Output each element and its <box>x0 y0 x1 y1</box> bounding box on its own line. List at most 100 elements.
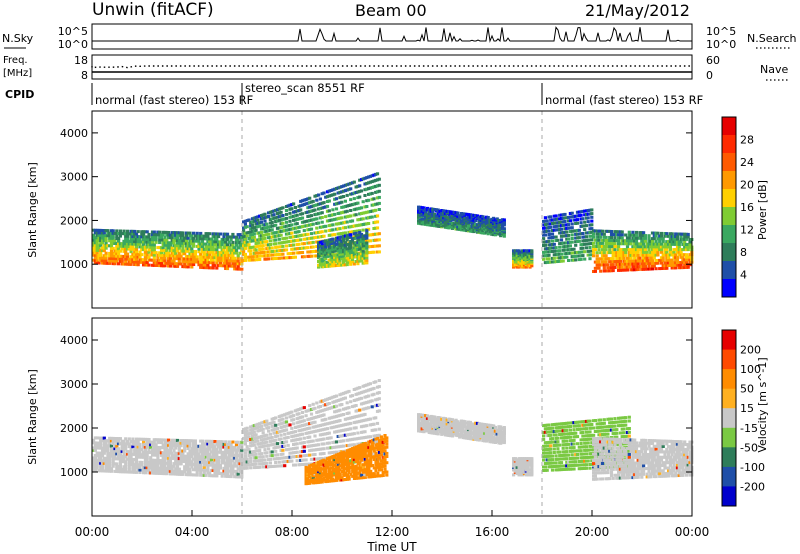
heatmap-cell <box>661 237 665 241</box>
heatmap-cell <box>259 254 264 258</box>
heatmap-cell <box>181 265 185 269</box>
heatmap-cell <box>231 464 235 468</box>
heatmap-cell <box>338 250 342 254</box>
heatmap-cell <box>192 231 196 235</box>
heatmap-cell <box>177 252 181 255</box>
heatmap-cell <box>374 214 378 218</box>
heatmap-cell <box>358 240 362 244</box>
heatmap-cell <box>143 450 147 454</box>
heatmap-cell <box>134 260 139 264</box>
heatmap-cell <box>125 255 130 259</box>
heatmap-cell <box>261 444 265 448</box>
heatmap-cell <box>608 248 612 252</box>
heatmap-cell <box>579 246 583 250</box>
heatmap-cell <box>561 220 565 224</box>
heatmap-cell <box>95 459 99 463</box>
heatmap-cell <box>142 437 146 441</box>
heatmap-cell <box>124 252 128 256</box>
heatmap-cell <box>600 254 605 258</box>
heatmap-cell <box>238 443 242 447</box>
heatmap-cell <box>258 449 262 452</box>
heatmap-cell <box>343 215 347 219</box>
heatmap-cell <box>674 235 678 238</box>
heatmap-cell <box>138 240 142 244</box>
heatmap-cell <box>299 433 303 437</box>
heatmap-cell <box>252 251 256 255</box>
heatmap-cell <box>149 245 153 249</box>
heatmap-cell <box>683 237 687 241</box>
heatmap-cell <box>170 472 174 476</box>
heatmap-cell <box>615 260 619 263</box>
heatmap-cell <box>295 226 299 230</box>
heatmap-cell <box>120 439 124 443</box>
heatmap-cell <box>186 439 190 443</box>
heatmap-cell <box>267 465 271 469</box>
heatmap-cell <box>265 254 269 258</box>
heatmap-cell <box>245 445 249 449</box>
heatmap-cell <box>681 255 685 259</box>
heatmap-cell <box>118 460 122 463</box>
heatmap-cell <box>136 242 140 246</box>
heatmap-cell <box>684 245 689 249</box>
heatmap-cell <box>558 220 562 224</box>
heatmap-cell <box>340 244 344 248</box>
heatmap-cell <box>281 244 285 248</box>
heatmap-cell <box>168 472 172 476</box>
heatmap-cell <box>545 219 549 223</box>
heatmap-cell <box>642 259 646 263</box>
heatmap-cell <box>172 262 176 266</box>
heatmap-cell <box>556 260 560 263</box>
heatmap-cell <box>263 434 267 438</box>
heatmap-cell <box>624 251 628 254</box>
heatmap-cell <box>288 423 292 427</box>
heatmap-cell <box>208 458 212 462</box>
heatmap-cell <box>340 252 344 256</box>
heatmap-cell <box>170 241 174 245</box>
heatmap-cell <box>458 224 462 228</box>
heatmap-cell <box>118 229 122 233</box>
heatmap-cell <box>499 219 503 223</box>
heatmap-cell <box>134 440 139 444</box>
heatmap-cell <box>258 452 262 456</box>
heatmap-cell <box>302 224 306 228</box>
heatmap-cell <box>106 469 110 473</box>
heatmap-cell <box>299 424 303 428</box>
heatmap-cell <box>195 468 199 472</box>
heatmap-cell <box>602 266 606 270</box>
heatmap-cell <box>113 254 117 258</box>
heatmap-cell <box>300 415 305 419</box>
heatmap-cell <box>95 464 99 468</box>
heatmap-cell <box>363 194 367 197</box>
heatmap-cell <box>572 218 576 222</box>
heatmap-cell <box>447 216 451 220</box>
heatmap-cell <box>129 440 133 443</box>
heatmap-cell <box>349 249 353 253</box>
heatmap-cell <box>254 225 258 229</box>
heatmap-cell <box>254 245 258 249</box>
heatmap-cell <box>420 206 424 210</box>
heatmap-cell <box>293 426 297 429</box>
heatmap-cell <box>674 258 678 262</box>
heatmap-cell <box>438 210 442 213</box>
heatmap-cell <box>583 228 587 232</box>
heatmap-cell <box>284 420 289 424</box>
heatmap-cell <box>152 258 156 262</box>
heatmap-cell <box>579 243 583 247</box>
heatmap-cell <box>211 469 215 472</box>
heatmap-cell <box>281 417 285 421</box>
heatmap-cell <box>175 239 180 242</box>
heatmap-cell <box>202 247 206 251</box>
heatmap-cell <box>222 261 226 265</box>
heatmap-cell <box>543 219 547 223</box>
heatmap-cell <box>265 465 269 469</box>
heatmap-cell <box>118 244 122 248</box>
heatmap-cell <box>604 269 608 273</box>
heatmap-cell <box>495 224 499 228</box>
heatmap-cell <box>354 248 358 252</box>
heatmap-cell <box>272 238 276 242</box>
heatmap-cell <box>279 433 283 437</box>
heatmap-cell <box>143 448 147 452</box>
heatmap-cell <box>222 442 226 446</box>
heatmap-cell <box>647 237 651 240</box>
heatmap-cell <box>359 232 364 236</box>
